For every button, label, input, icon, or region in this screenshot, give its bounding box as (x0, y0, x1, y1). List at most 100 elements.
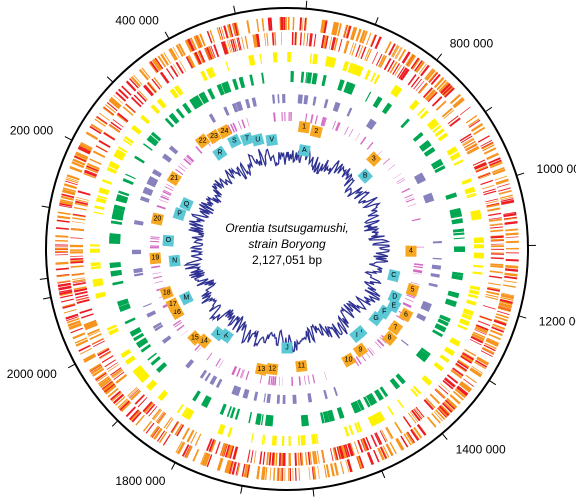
gene-feature (488, 157, 501, 165)
gene-feature (71, 273, 85, 277)
gene-feature (435, 100, 447, 111)
gene-feature (389, 61, 398, 74)
gene-feature (486, 339, 499, 346)
gene-feature (388, 43, 396, 56)
gene-feature (104, 359, 116, 368)
gene-feature (344, 40, 350, 54)
gene-feature (99, 377, 111, 386)
gene-feature (223, 25, 229, 39)
gene-feature (501, 293, 515, 298)
gene-feature (148, 176, 159, 184)
badge-box (281, 342, 293, 354)
gene-feature (447, 397, 458, 408)
gene-feature (480, 139, 493, 147)
gene-feature (225, 444, 230, 458)
gene-feature (455, 362, 468, 371)
gene-feature (489, 275, 503, 279)
gene-feature (382, 158, 391, 165)
gene-feature (63, 184, 77, 190)
gene-feature (193, 52, 201, 66)
gene-feature (398, 67, 408, 80)
gene-feature (93, 211, 104, 215)
gene-feature (280, 452, 283, 466)
gene-feature (415, 80, 425, 92)
gene-feature (428, 120, 438, 129)
gene-feature (312, 96, 317, 106)
gene-feature (346, 107, 353, 117)
gene-feature (115, 396, 126, 406)
gene-feature (156, 412, 166, 423)
gene-feature (281, 467, 283, 481)
gene-feature (396, 66, 405, 78)
gene-feature (113, 94, 124, 104)
gene-feature (486, 152, 500, 161)
gene-feature (484, 342, 497, 350)
gene-feature (169, 88, 179, 99)
gene-feature (468, 119, 481, 128)
gene-feature (154, 280, 164, 284)
region-badge-letter_badges: N (168, 254, 181, 267)
gene-feature (90, 244, 101, 247)
badge-box (165, 297, 181, 313)
gene-feature (156, 362, 168, 373)
gene-feature (76, 298, 90, 305)
gene-feature (55, 227, 69, 230)
badge-box (309, 124, 323, 139)
gene-feature (153, 428, 163, 440)
gene-feature (485, 198, 499, 203)
gene-feature (145, 403, 156, 415)
gene-feature (312, 466, 317, 480)
gene-feature (415, 61, 425, 73)
gene-feature (204, 48, 211, 61)
outer-circle (45, 7, 529, 491)
gene-feature (323, 35, 328, 49)
scale-tick (39, 277, 48, 280)
gene-feature (479, 315, 493, 321)
gene-feature (357, 439, 364, 453)
gene-feature (410, 281, 420, 285)
gene-feature (292, 17, 295, 31)
gene-feature (172, 46, 180, 59)
gene-feature (442, 379, 454, 390)
gene-feature (487, 286, 501, 291)
gene-feature (481, 142, 494, 150)
badge-box (187, 330, 203, 346)
gene-feature (360, 46, 367, 60)
gene-feature (310, 114, 314, 124)
gene-feature (395, 373, 406, 385)
gene-feature (355, 356, 362, 365)
gene-feature (114, 152, 124, 159)
gene-feature (90, 266, 102, 270)
gene-feature (63, 308, 77, 314)
gene-feature (249, 74, 253, 86)
gene-feature (325, 464, 331, 478)
gene-feature (358, 455, 365, 469)
gene-feature (469, 339, 482, 346)
gene-feature (98, 187, 110, 196)
gene-feature (490, 252, 504, 254)
gene-feature (134, 367, 146, 378)
gene-feature (264, 414, 270, 427)
gene-feature (108, 161, 120, 171)
gene-feature (340, 461, 345, 475)
position-label: 1200 000 (539, 315, 576, 329)
gene-feature (475, 324, 489, 331)
gene-feature (281, 435, 285, 446)
region-badge-letter_badges: T (239, 132, 255, 147)
gene-feature (60, 294, 74, 299)
gene-feature (173, 63, 181, 76)
gene-feature (58, 289, 72, 293)
gene-feature (474, 163, 488, 170)
gene-feature (477, 135, 490, 143)
gene-feature (203, 396, 212, 408)
gene-feature (444, 346, 456, 357)
gene-feature (131, 411, 142, 423)
badge-label: 5 (411, 286, 415, 293)
gene-feature (413, 408, 423, 420)
gene-feature (250, 74, 255, 86)
gene-feature (83, 320, 97, 328)
gene-feature (152, 322, 162, 329)
gene-feature (322, 411, 330, 423)
badge-label: V (269, 137, 274, 144)
